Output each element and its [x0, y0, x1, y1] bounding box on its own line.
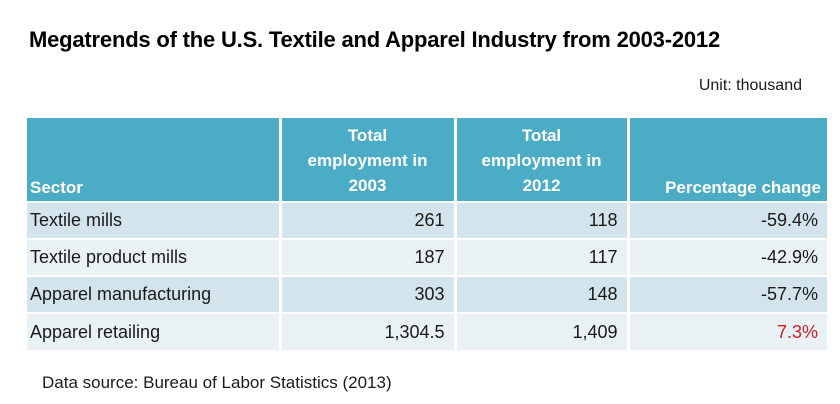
header-line: employment in: [307, 151, 428, 170]
header-line: 2012: [522, 176, 561, 195]
emp2003-cell: 187: [280, 238, 457, 276]
table-header-row: Sector Total employment in 2003 Total em…: [27, 118, 827, 202]
table-row: Apparel manufacturing 303 148 -57.7%: [27, 275, 827, 313]
table-row: Apparel retailing 1,304.5 1,409 7.3%: [27, 312, 827, 350]
emp2012-cell: 148: [455, 275, 630, 313]
pct-change-cell: -57.7%: [628, 275, 827, 313]
table-row: Textile mills 261 118 -59.4%: [27, 201, 827, 239]
column-header-percentage-change: Percentage change: [628, 118, 827, 202]
emp2012-cell: 118: [455, 201, 630, 239]
header-line: Total: [347, 126, 388, 145]
header-line: Total: [521, 126, 562, 145]
pct-change-cell: -42.9%: [628, 238, 827, 276]
emp2003-cell: 303: [280, 275, 457, 313]
table-row: Textile product mills 187 117 -42.9%: [27, 238, 827, 276]
sector-cell: Apparel manufacturing: [27, 275, 282, 313]
emp2003-cell: 261: [280, 201, 457, 239]
sector-cell: Textile product mills: [27, 238, 282, 276]
data-source-note: Data source: Bureau of Labor Statistics …: [42, 373, 392, 392]
emp2012-cell: 1,409: [455, 312, 630, 350]
sector-cell: Textile mills: [27, 201, 282, 239]
pct-change-cell: -59.4%: [628, 201, 827, 239]
header-line: employment in: [481, 151, 602, 170]
unit-label: Unit: thousand: [698, 77, 802, 94]
column-header-employment-2012: Total employment in 2012: [455, 118, 630, 202]
column-header-sector: Sector: [27, 118, 282, 202]
employment-table: Sector Total employment in 2003 Total em…: [27, 118, 827, 350]
header-line: 2003: [348, 176, 387, 195]
sector-cell: Apparel retailing: [27, 312, 282, 350]
page-title: Megatrends of the U.S. Textile and Appar…: [29, 27, 720, 52]
emp2012-cell: 117: [455, 238, 630, 276]
column-header-employment-2003: Total employment in 2003: [280, 118, 457, 202]
pct-change-cell-highlighted: 7.3%: [628, 312, 827, 350]
emp2003-cell: 1,304.5: [280, 312, 457, 350]
